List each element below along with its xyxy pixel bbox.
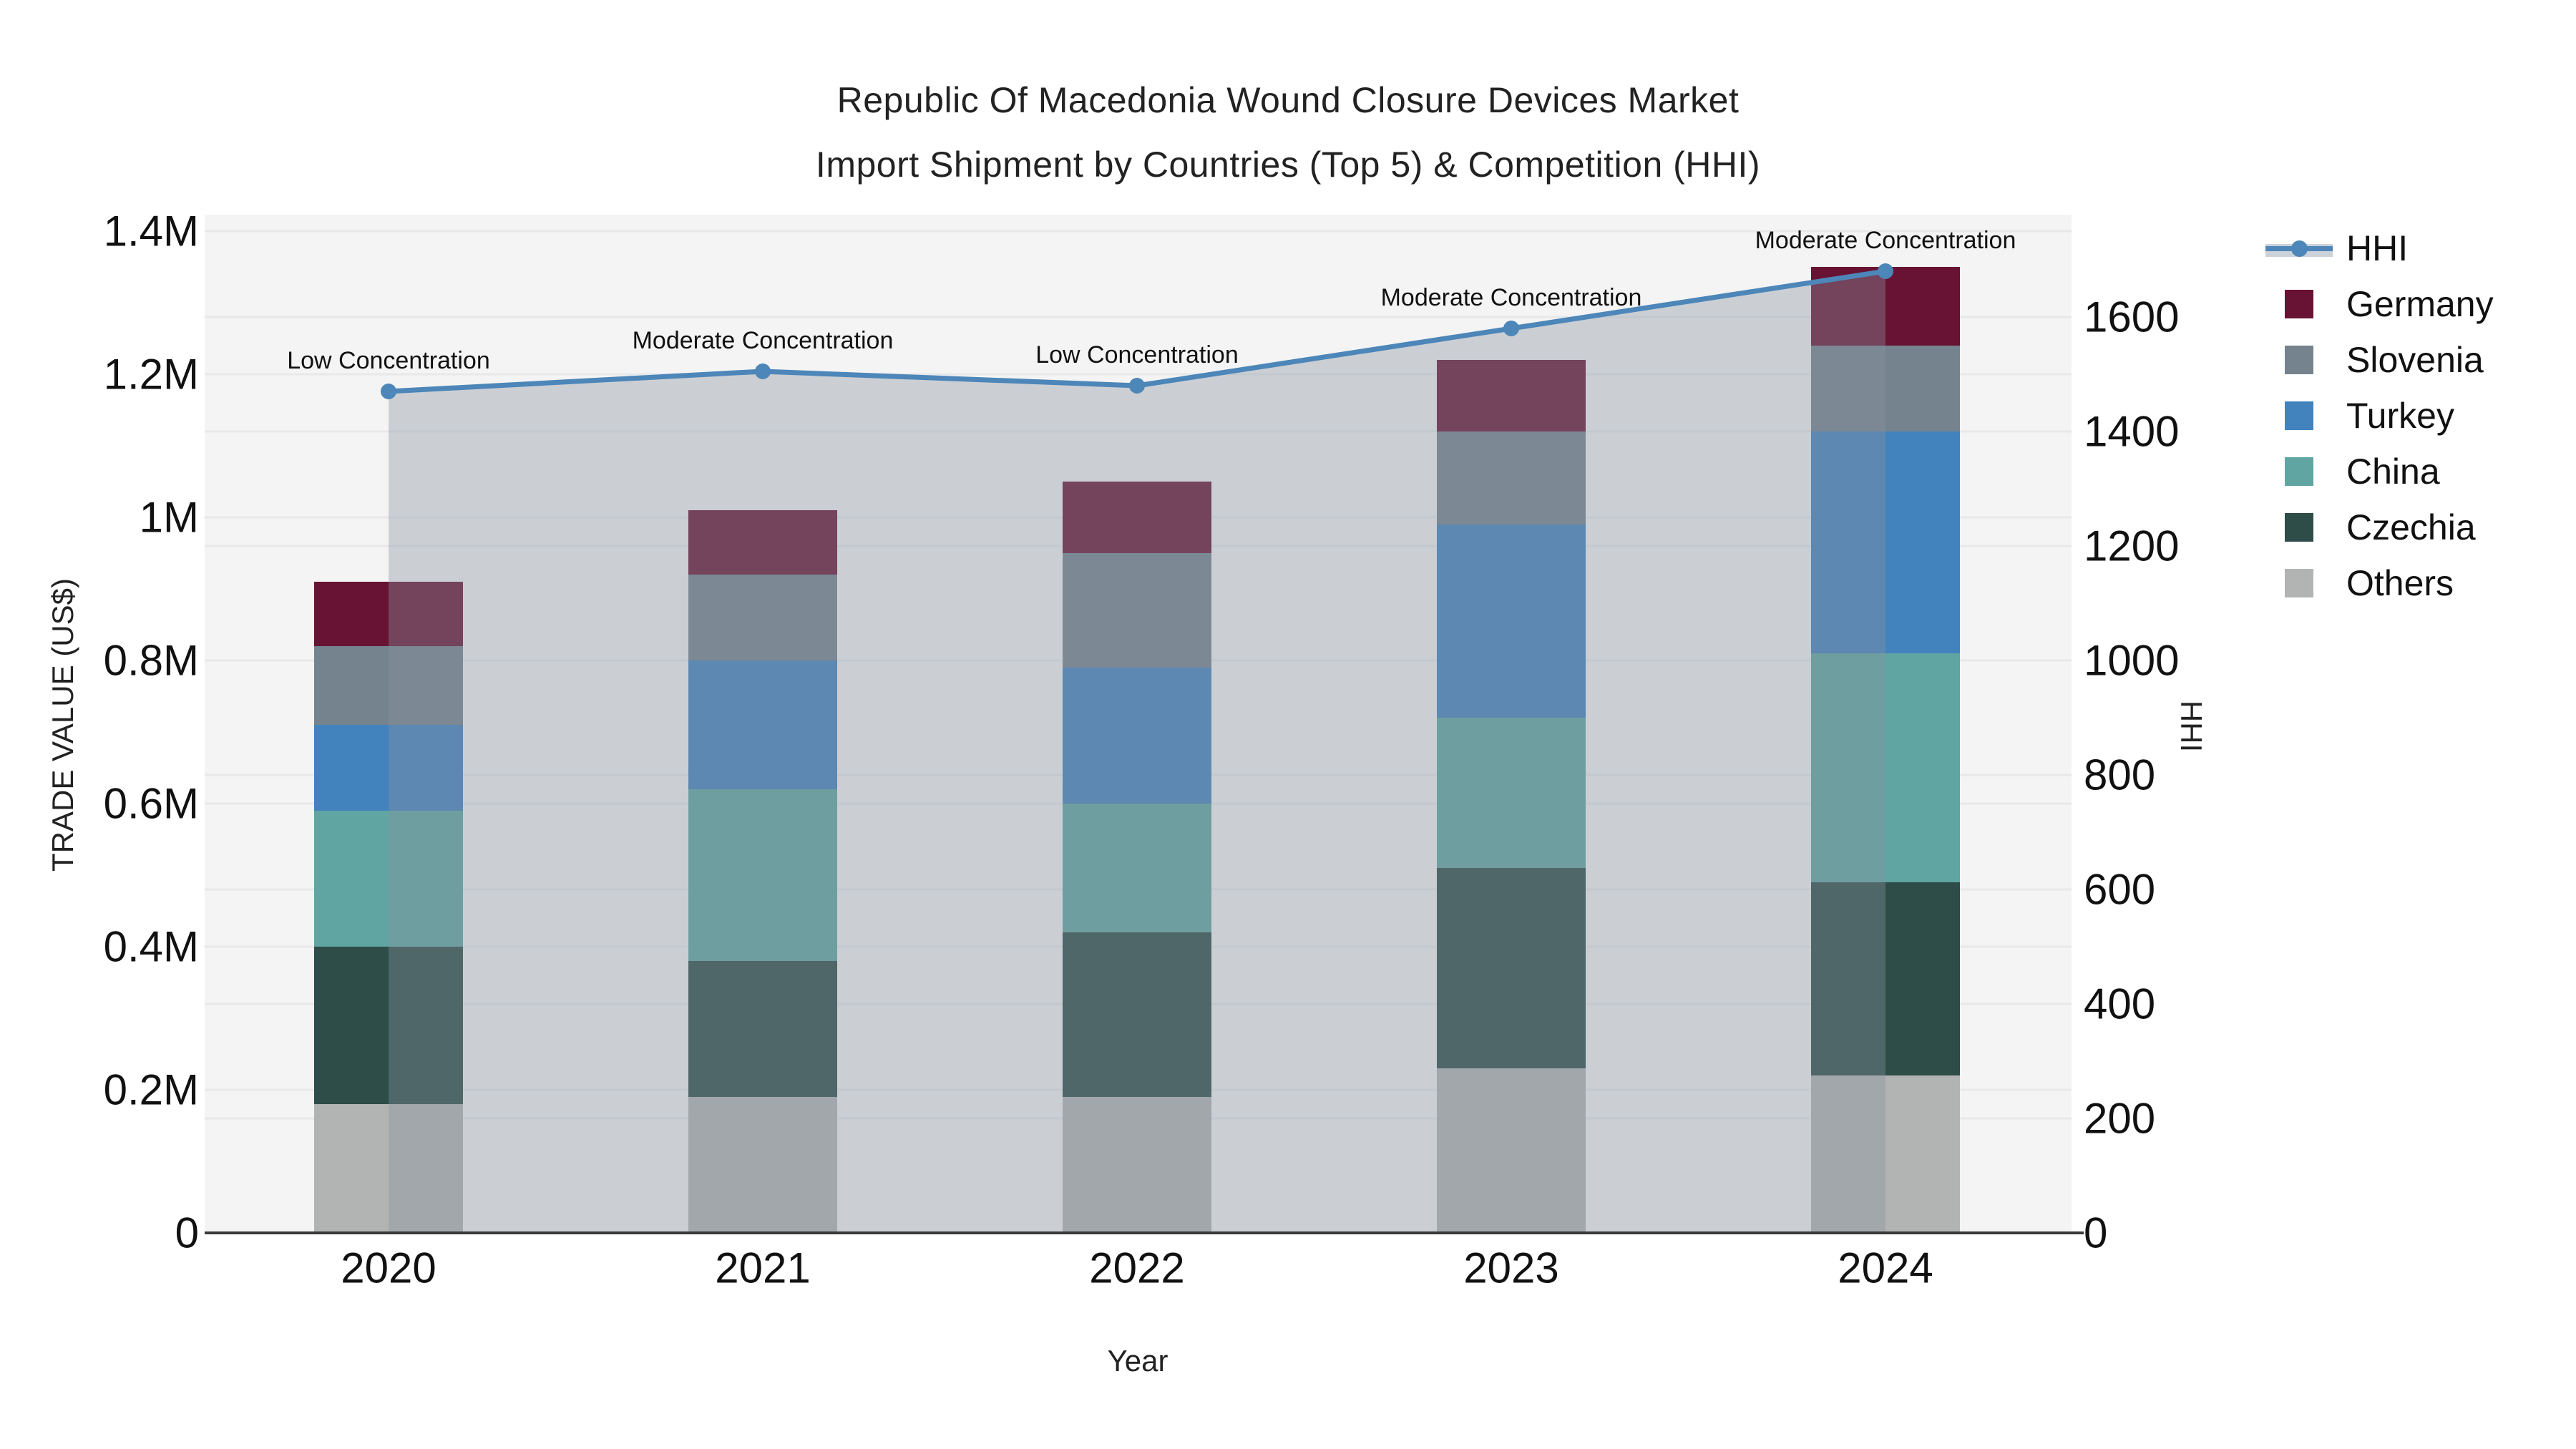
y-left-tick-0.8M: 0.8M — [104, 637, 199, 685]
hhi-marker-2022 — [1129, 378, 1145, 394]
y-right-tick-400: 400 — [2084, 980, 2155, 1028]
legend-label: China — [2346, 452, 2440, 492]
bar-segment-czechia-2024 — [1811, 882, 1960, 1075]
annotation-2021: Moderate Concentration — [633, 327, 894, 354]
legend-swatch-icon — [2261, 569, 2336, 597]
annotation-2024: Moderate Concentration — [1755, 227, 2016, 254]
annotation-2022: Low Concentration — [1035, 341, 1239, 369]
bar-segment-slovenia-2023 — [1437, 431, 1586, 525]
x-tick-2021: 2021 — [715, 1244, 810, 1292]
legend-item-czechia[interactable]: Czechia — [2261, 499, 2494, 555]
legend-swatch-icon — [2261, 513, 2336, 542]
y-left-tick-0.4M: 0.4M — [104, 923, 199, 971]
bar-segment-germany-2023 — [1437, 360, 1586, 431]
legend-label: Turkey — [2346, 396, 2454, 436]
y-right-tick-1000: 1000 — [2084, 637, 2179, 685]
annotation-2023: Moderate Concentration — [1381, 284, 1642, 311]
legend-label: Czechia — [2346, 507, 2476, 547]
chart-title-line2: Import Shipment by Countries (Top 5) & C… — [815, 145, 1761, 185]
bar-segment-czechia-2020 — [314, 947, 463, 1104]
x-tick-2020: 2020 — [341, 1244, 436, 1292]
legend-swatch-icon — [2261, 290, 2336, 318]
y-right-tick-1200: 1200 — [2084, 522, 2179, 570]
y-right-tick-600: 600 — [2084, 866, 2155, 914]
y-axis-title-left: TRADE VALUE (US$) — [46, 578, 79, 872]
x-tick-2022: 2022 — [1089, 1244, 1184, 1292]
y-left-tick-0.6M: 0.6M — [104, 780, 199, 828]
y-left-tick-0.2M: 0.2M — [104, 1066, 199, 1114]
hhi-area — [389, 271, 1885, 1233]
bar-segment-slovenia-2024 — [1811, 346, 1960, 431]
legend-label: Germany — [2346, 284, 2494, 324]
y-right-tick-800: 800 — [2084, 751, 2155, 799]
legend-item-china[interactable]: China — [2261, 444, 2494, 499]
bar-segment-others-2021 — [688, 1097, 837, 1233]
bar-segment-others-2020 — [314, 1104, 463, 1233]
bar-segment-germany-2020 — [314, 582, 463, 646]
bar-segment-china-2022 — [1063, 804, 1211, 932]
legend-item-turkey[interactable]: Turkey — [2261, 388, 2494, 444]
bar-segment-others-2022 — [1063, 1097, 1211, 1233]
x-tick-2023: 2023 — [1463, 1244, 1558, 1292]
legend-label: Others — [2346, 563, 2454, 603]
bar-segment-germany-2021 — [688, 510, 837, 575]
y-right-tick-0: 0 — [2084, 1209, 2107, 1257]
y-left-tick-1.2M: 1.2M — [104, 351, 199, 399]
legend-item-germany[interactable]: Germany — [2261, 276, 2494, 332]
y-left-tick-1.4M: 1.4M — [104, 208, 199, 255]
bar-segment-china-2023 — [1437, 718, 1586, 868]
legend-item-slovenia[interactable]: Slovenia — [2261, 332, 2494, 388]
bar-segment-china-2024 — [1811, 653, 1960, 882]
legend-label: HHI — [2346, 228, 2409, 268]
hhi-marker-2021 — [755, 364, 771, 379]
hhi-marker-2020 — [381, 384, 396, 399]
bar-segment-others-2024 — [1811, 1075, 1960, 1233]
annotation-2020: Low Concentration — [287, 347, 490, 374]
chart-title: Republic Of Macedonia Wound Closure Devi… — [429, 68, 2147, 197]
x-axis-title: Year — [1107, 1344, 1169, 1377]
bar-segment-turkey-2024 — [1811, 431, 1960, 653]
y-right-tick-1600: 1600 — [2084, 293, 2179, 341]
y-left-tick-1M: 1M — [140, 494, 199, 542]
bar-segment-slovenia-2020 — [314, 646, 463, 725]
hhi-marker-2024 — [1878, 263, 1893, 279]
legend-swatch-icon — [2261, 457, 2336, 486]
chart-title-line1: Republic Of Macedonia Wound Closure Devi… — [836, 80, 1740, 120]
legend-label: Slovenia — [2346, 340, 2484, 380]
bar-segment-czechia-2022 — [1063, 932, 1211, 1097]
y-left-tick-0: 0 — [175, 1209, 199, 1257]
y-right-tick-1400: 1400 — [2084, 408, 2179, 456]
bar-segment-china-2020 — [314, 811, 463, 947]
hhi-line-swatch-icon — [2261, 234, 2336, 263]
bar-segment-china-2021 — [688, 789, 837, 961]
legend-swatch-icon — [2261, 401, 2336, 430]
bar-segment-germany-2022 — [1063, 482, 1211, 553]
bar-segment-czechia-2021 — [688, 961, 837, 1097]
x-tick-2024: 2024 — [1838, 1244, 1933, 1292]
legend: HHI Germany Slovenia Turkey China Czechia Othe… — [2261, 220, 2494, 611]
bar-segment-slovenia-2021 — [688, 575, 837, 660]
bar-segment-slovenia-2022 — [1063, 553, 1211, 668]
bar-segment-others-2023 — [1437, 1068, 1586, 1233]
y-right-tick-200: 200 — [2084, 1095, 2155, 1143]
bar-segment-czechia-2023 — [1437, 868, 1586, 1068]
hhi-marker-2023 — [1503, 321, 1519, 336]
y-axis-title-right: HHI — [2175, 700, 2208, 753]
legend-swatch-icon — [2261, 346, 2336, 374]
bar-segment-turkey-2023 — [1437, 525, 1586, 718]
bar-segment-turkey-2020 — [314, 725, 463, 811]
legend-item-hhi[interactable]: HHI — [2261, 220, 2494, 276]
bar-segment-turkey-2022 — [1063, 668, 1211, 804]
legend-item-others[interactable]: Others — [2261, 555, 2494, 611]
bar-segment-turkey-2021 — [688, 660, 837, 789]
